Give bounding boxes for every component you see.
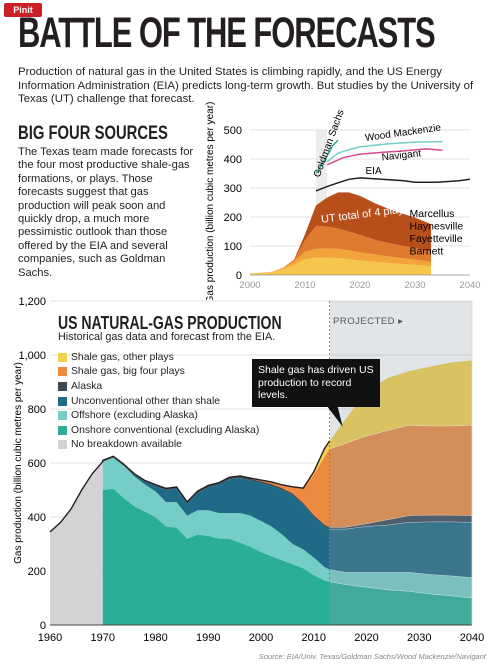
x-tick-label: 1980 xyxy=(143,632,167,644)
x-tick-label: 2020 xyxy=(349,280,370,291)
chart-title: US NATURAL-GAS PRODUCTION xyxy=(58,313,282,333)
series-line-goldman-sachs xyxy=(315,139,339,174)
callout-pointer xyxy=(326,406,343,427)
legend-swatch xyxy=(58,352,67,362)
stack-area-barnett xyxy=(250,257,432,275)
y-tick-label: 400 xyxy=(28,512,46,524)
legend-label: Offshore (excluding Alaska) xyxy=(71,410,198,422)
y-tick-label: 100 xyxy=(224,241,242,253)
forecast-chart: 0 100 200 300 400 500 2000 2010 2020 2030 2040 Gas … xyxy=(205,102,481,300)
x-tick-label: 2030 xyxy=(407,632,431,644)
area-onshore-conventional-excluding-alaska xyxy=(102,488,472,625)
x-tick-label: 2000 xyxy=(239,280,260,291)
series-boundary xyxy=(329,581,473,599)
legend-item-unconventional-other-than-shale: Unconventional other than shale xyxy=(58,394,259,409)
series-boundary xyxy=(329,514,473,528)
legend-item-shale-gas-other-plays: Shale gas, other plays xyxy=(58,350,259,365)
series-line-wood-mackenzie xyxy=(326,140,443,163)
legend-swatch xyxy=(58,440,67,450)
y-axis-label: Gas production (billion cubic metres per… xyxy=(13,362,24,564)
area-no-breakdown xyxy=(50,461,103,625)
y-tick-label: 200 xyxy=(28,566,46,578)
series-boundary xyxy=(329,569,473,578)
series-boundary xyxy=(329,521,473,530)
legend-swatch xyxy=(58,396,67,406)
stack-label-barnett: Barnett xyxy=(410,246,444,258)
page-title: BATTLE OF THE FORECASTS xyxy=(18,9,436,57)
legend-label: No breakdown available xyxy=(71,439,182,451)
stack-label-fayetteville: Fayetteville xyxy=(410,233,463,245)
y-tick-label: 1,000 xyxy=(18,350,46,362)
x-tick-label: 2010 xyxy=(302,632,326,644)
area-shale-gas-big-four-plays xyxy=(102,425,472,528)
eia-label: EIA xyxy=(366,166,382,177)
source-note: Source: EIA/Univ. Texas/Goldman Sachs/Wo… xyxy=(258,652,486,661)
legend-label: Shale gas, other plays xyxy=(71,351,174,363)
y-tick-label: 600 xyxy=(28,458,46,470)
y-tick-label: 0 xyxy=(236,270,242,282)
stack-area-marcellus xyxy=(250,192,432,274)
legend-item-offshore-excluding-alaska: Offshore (excluding Alaska) xyxy=(58,408,259,423)
navigant-label: Navigant xyxy=(381,148,422,163)
legend-swatch xyxy=(58,411,67,421)
legend-item-alaska: Alaska xyxy=(58,379,259,394)
stack-area-fayetteville xyxy=(250,248,432,274)
pinit-button[interactable]: Pinit xyxy=(4,3,42,17)
projected-overlay xyxy=(329,301,472,625)
legend-swatch xyxy=(58,381,67,391)
historical-total-line xyxy=(49,440,331,533)
legend: Shale gas, other plays Shale gas, big fou… xyxy=(58,350,259,452)
legend-item-no-breakdown-available: No breakdown available xyxy=(58,438,259,453)
y-tick-label: 300 xyxy=(224,183,242,195)
stack-area-haynesville xyxy=(250,225,432,274)
y-tick-label: 200 xyxy=(224,212,242,224)
legend-swatch xyxy=(58,425,67,435)
section-heading: BIG FOUR SOURCES xyxy=(18,123,168,144)
projected-label: PROJECTED ▸ xyxy=(333,316,404,327)
y-tick-label: 400 xyxy=(224,154,242,166)
callout: Shale gas has driven US production to re… xyxy=(252,359,380,407)
area-offshore-excluding-alaska xyxy=(102,457,472,598)
x-tick-label: 1990 xyxy=(196,632,220,644)
x-tick-label: 2000 xyxy=(249,632,273,644)
legend-label: Onshore conventional (excluding Alaska) xyxy=(71,424,260,436)
intro-text: Production of natural gas in the United … xyxy=(18,66,474,106)
series-line-eia xyxy=(315,177,471,192)
stack-label-haynesville: Haynesville xyxy=(410,221,464,233)
series-line-navigant xyxy=(326,148,443,166)
y-tick-label: 0 xyxy=(40,620,46,632)
x-tick-label: 1960 xyxy=(38,632,62,644)
y-tick-label: 1,200 xyxy=(18,296,46,308)
x-tick-label: 2040 xyxy=(460,632,484,644)
x-tick-label: 1970 xyxy=(91,632,115,644)
area-unconventional-other-than-shale xyxy=(102,457,472,578)
chart-subtitle: Historical gas data and forecast from th… xyxy=(58,331,276,343)
series-boundary xyxy=(329,424,473,450)
y-tick-label: 800 xyxy=(28,404,46,416)
stack-label-marcellus: Marcellus xyxy=(410,208,455,220)
legend-label: Alaska xyxy=(71,380,103,392)
x-tick-label: 2030 xyxy=(404,280,425,291)
legend-swatch xyxy=(58,367,67,377)
x-tick-label: 2010 xyxy=(294,280,315,291)
x-tick-label: 2040 xyxy=(459,280,480,291)
legend-item-onshore-conventional-excluding-alaska: Onshore conventional (excluding Alaska) xyxy=(58,423,259,438)
legend-label: Unconventional other than shale xyxy=(71,395,221,407)
section-body: The Texas team made forecasts for the fo… xyxy=(18,146,194,279)
x-tick-label: 2020 xyxy=(354,632,378,644)
projected-label-text: PROJECTED xyxy=(333,316,396,327)
legend-label: Shale gas, big four plays xyxy=(71,366,185,378)
y-tick-label: 500 xyxy=(224,125,242,137)
y-axis-label: Gas production (billion cubic metres per… xyxy=(205,102,216,300)
legend-item-shale-gas-big-four-plays: Shale gas, big four plays xyxy=(58,365,259,380)
